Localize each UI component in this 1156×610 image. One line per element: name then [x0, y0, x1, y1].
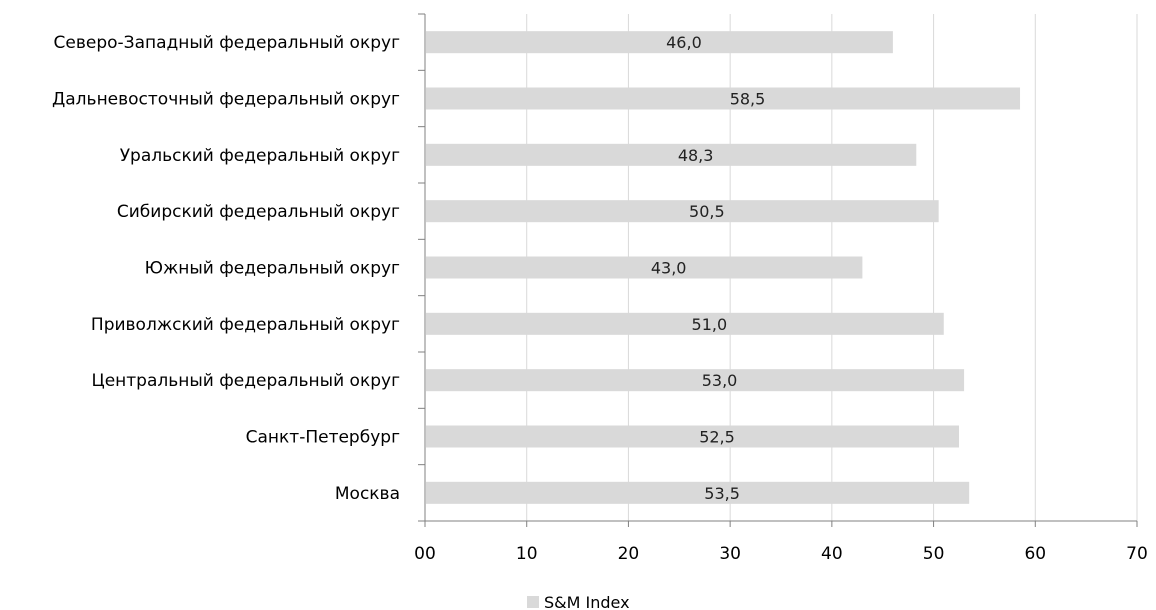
category-label: Южный федеральный округ — [145, 259, 400, 279]
legend: S&M Index — [527, 593, 630, 610]
bar — [426, 31, 893, 54]
bar — [426, 87, 1021, 110]
category-label: Приволжский федеральный округ — [91, 315, 400, 335]
category-label: Москва — [335, 484, 400, 504]
bar — [426, 143, 917, 166]
category-label: Сибирский федеральный округ — [117, 202, 400, 222]
data-label: 51,0 — [692, 315, 728, 334]
x-tick-label: 70 — [1126, 544, 1148, 564]
category-label: Уральский федеральный округ — [120, 146, 400, 166]
data-label: 48,3 — [678, 146, 714, 165]
category-label: Северо-Западный федеральный округ — [54, 33, 401, 53]
category-labels: Северо-Западный федеральный округ Дальнев… — [52, 33, 400, 504]
category-label: Центральный федеральный округ — [92, 371, 401, 391]
x-tick-label: 00 — [414, 544, 436, 564]
bar — [426, 256, 863, 279]
x-tick-label: 50 — [923, 544, 945, 564]
data-labels: 46,0 58,5 48,3 50,5 43,0 51,0 53,0 52,5 53,5 — [651, 33, 765, 503]
x-tick-label: 10 — [516, 544, 538, 564]
x-tick-label: 60 — [1024, 544, 1046, 564]
axes — [418, 13, 1138, 527]
bar-series — [426, 31, 1021, 504]
bar — [426, 425, 959, 448]
legend-label: S&M Index — [544, 593, 630, 610]
bar — [426, 481, 970, 504]
data-label: 46,0 — [666, 33, 702, 52]
data-label: 43,0 — [651, 259, 687, 278]
bar — [426, 369, 965, 392]
data-label: 50,5 — [689, 202, 725, 221]
data-label: 52,5 — [699, 428, 735, 447]
legend-swatch — [527, 596, 539, 608]
category-label: Дальневосточный федеральный округ — [52, 90, 400, 110]
x-tick-labels: 00 10 20 30 40 50 60 70 — [414, 544, 1148, 564]
data-label: 58,5 — [730, 90, 766, 109]
x-tick-label: 40 — [821, 544, 843, 564]
x-tick-label: 20 — [618, 544, 640, 564]
data-label: 53,0 — [702, 371, 738, 390]
bar — [426, 200, 939, 223]
category-label: Санкт-Петербург — [246, 428, 400, 448]
bar — [426, 312, 944, 335]
x-tick-label: 30 — [719, 544, 741, 564]
data-label: 53,5 — [704, 484, 740, 503]
